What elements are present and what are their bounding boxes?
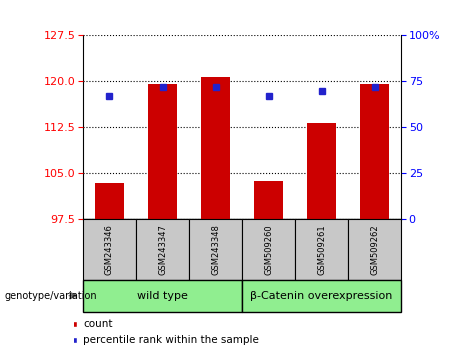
Bar bbox=[242, 219, 295, 280]
Bar bbox=[348, 219, 401, 280]
Text: GSM509262: GSM509262 bbox=[370, 224, 379, 275]
Text: percentile rank within the sample: percentile rank within the sample bbox=[83, 335, 259, 345]
Bar bbox=[295, 219, 348, 280]
Text: GSM243348: GSM243348 bbox=[211, 224, 220, 275]
Bar bbox=[242, 280, 401, 312]
Bar bbox=[307, 123, 336, 219]
Bar bbox=[360, 85, 389, 219]
Text: GSM509260: GSM509260 bbox=[264, 224, 273, 275]
Bar bbox=[189, 219, 242, 280]
Bar bbox=[148, 85, 177, 219]
Text: GSM243346: GSM243346 bbox=[105, 224, 114, 275]
Text: wild type: wild type bbox=[137, 291, 188, 301]
Bar bbox=[83, 219, 136, 280]
Bar bbox=[83, 280, 242, 312]
Bar bbox=[95, 183, 124, 219]
Bar bbox=[136, 219, 189, 280]
Text: genotype/variation: genotype/variation bbox=[5, 291, 97, 301]
Text: count: count bbox=[83, 319, 113, 329]
Bar bbox=[254, 181, 283, 219]
Bar bbox=[201, 76, 230, 219]
Text: GSM509261: GSM509261 bbox=[317, 224, 326, 275]
Text: GSM243347: GSM243347 bbox=[158, 224, 167, 275]
Text: β-Catenin overexpression: β-Catenin overexpression bbox=[250, 291, 393, 301]
